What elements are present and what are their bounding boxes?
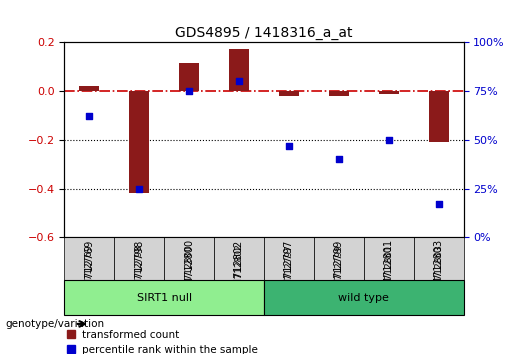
Text: GSM712800: GSM712800 <box>184 244 194 298</box>
FancyBboxPatch shape <box>414 237 464 280</box>
FancyBboxPatch shape <box>164 237 214 280</box>
FancyBboxPatch shape <box>264 237 314 280</box>
Bar <box>329 91 349 96</box>
Bar <box>279 91 299 96</box>
Text: GSM712803: GSM712803 <box>434 239 443 298</box>
Text: GSM712769: GSM712769 <box>84 239 94 298</box>
Point <box>235 79 243 84</box>
Text: GSM712797: GSM712797 <box>284 244 294 298</box>
Title: GDS4895 / 1418316_a_at: GDS4895 / 1418316_a_at <box>175 26 353 40</box>
FancyBboxPatch shape <box>264 280 464 315</box>
Point <box>185 88 193 94</box>
FancyBboxPatch shape <box>364 237 414 280</box>
Bar <box>179 63 199 91</box>
Text: GSM712798: GSM712798 <box>134 239 144 298</box>
Text: GSM712799: GSM712799 <box>334 244 344 298</box>
Point <box>285 143 293 149</box>
Text: GSM712769: GSM712769 <box>85 244 94 298</box>
Text: GSM712797: GSM712797 <box>284 239 294 299</box>
Text: GSM712801: GSM712801 <box>384 244 393 298</box>
Text: GSM712802: GSM712802 <box>234 239 244 298</box>
Bar <box>229 48 249 91</box>
Bar <box>428 91 449 142</box>
Text: GSM712800: GSM712800 <box>184 239 194 298</box>
FancyBboxPatch shape <box>314 237 364 280</box>
Text: GSM712802: GSM712802 <box>234 244 244 298</box>
Text: SIRT1 null: SIRT1 null <box>136 293 192 303</box>
FancyBboxPatch shape <box>214 237 264 280</box>
Bar <box>79 86 99 91</box>
Text: GSM712801: GSM712801 <box>384 239 393 298</box>
Text: wild type: wild type <box>338 293 389 303</box>
Bar <box>379 91 399 93</box>
Point <box>335 156 343 162</box>
Point <box>435 201 443 207</box>
Point <box>85 114 93 119</box>
Point <box>385 137 393 143</box>
Text: GSM712803: GSM712803 <box>434 244 443 298</box>
Text: GSM712799: GSM712799 <box>334 239 344 298</box>
Point <box>135 186 143 192</box>
Text: genotype/variation: genotype/variation <box>5 319 104 329</box>
Legend: transformed count, percentile rank within the sample: transformed count, percentile rank withi… <box>62 326 262 354</box>
FancyBboxPatch shape <box>64 237 114 280</box>
Text: GSM712798: GSM712798 <box>135 244 144 298</box>
FancyBboxPatch shape <box>64 280 264 315</box>
Bar <box>129 91 149 193</box>
FancyBboxPatch shape <box>114 237 164 280</box>
